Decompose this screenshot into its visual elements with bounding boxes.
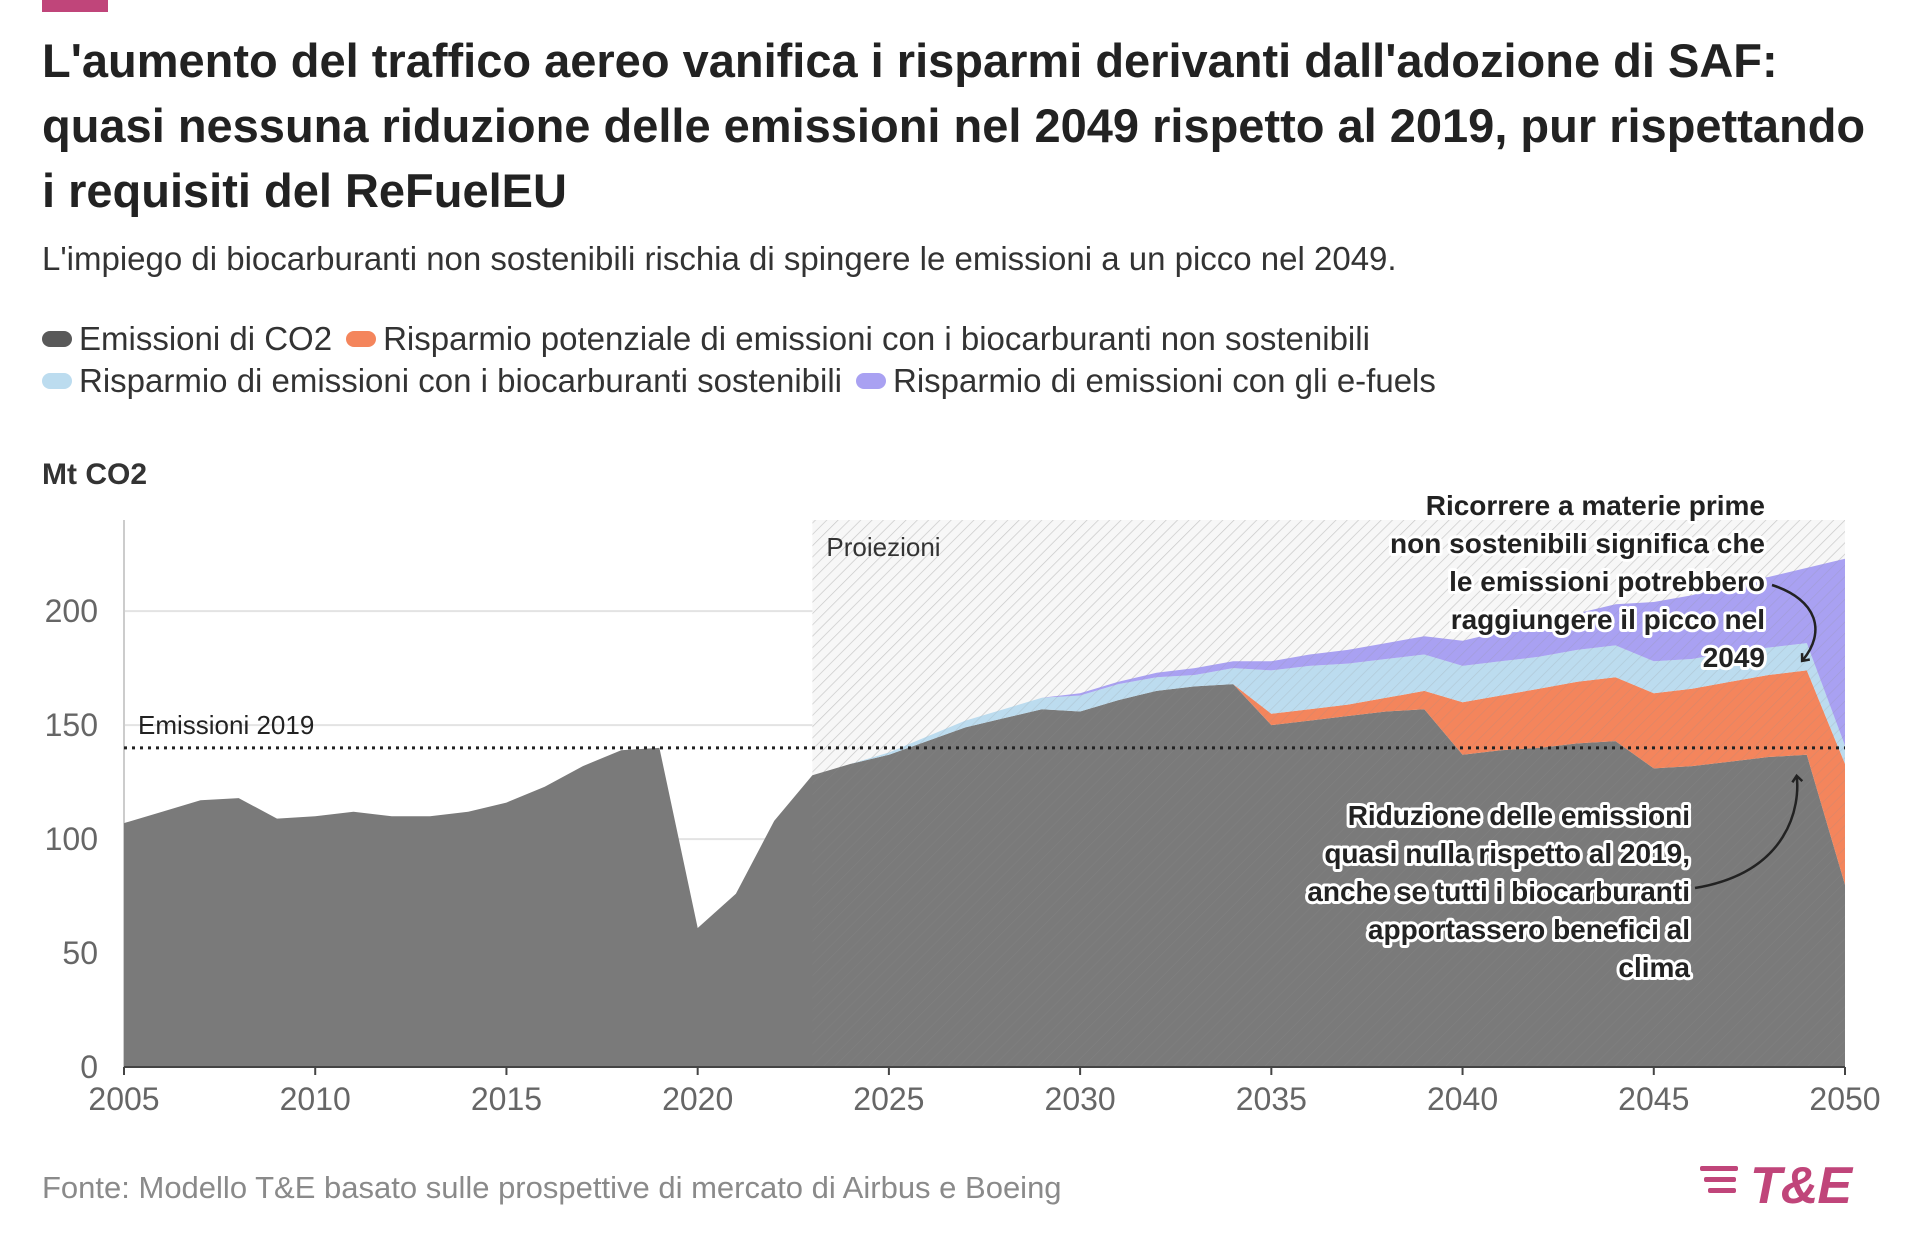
- annotation-reduction-line: Riduzione delle emissioni: [1348, 800, 1690, 831]
- x-tick-label: 2015: [471, 1081, 542, 1117]
- reference-layer: Emissioni 2019: [124, 710, 1845, 750]
- logo-lines-icon: [1700, 1166, 1744, 1206]
- logo-text: T&E: [1750, 1157, 1852, 1215]
- legend: Emissioni di CO2 Risparmio potenziale di…: [42, 318, 1742, 402]
- hatch-layer: [812, 558, 1845, 1067]
- x-tick-label: 2005: [88, 1081, 159, 1117]
- annotation-reduction: Riduzione delle emissioni quasi nulla ris…: [1307, 800, 1690, 983]
- y-tick-label: 100: [45, 821, 98, 857]
- te-logo: T&E: [1700, 1150, 1890, 1220]
- accent-bar: [42, 0, 108, 12]
- legend-label-emissions: Emissioni di CO2: [79, 320, 333, 357]
- legend-row: Risparmio di emissioni con i biocarburan…: [42, 360, 1742, 402]
- legend-swatch-unsustainable-bio: [346, 331, 377, 347]
- y-tick-label: 200: [45, 593, 98, 629]
- annotation-reduction-line: anche se tutti i biocarburanti: [1307, 876, 1690, 907]
- x-tick-label: 2035: [1236, 1081, 1307, 1117]
- x-tick-label: 2010: [280, 1081, 351, 1117]
- annotation-arrow-reduction: [1694, 773, 1804, 890]
- legend-swatch-sustainable-bio: [42, 373, 72, 389]
- reference-line-label: Emissioni 2019: [138, 710, 314, 740]
- y-tick-label: 150: [45, 707, 98, 743]
- x-tick-label: 2025: [853, 1081, 924, 1117]
- annotation-peak-line: raggiungere il picco nel: [1451, 604, 1765, 635]
- x-tick-label: 2045: [1618, 1081, 1689, 1117]
- annotation-peak: Ricorrere a materie prime non sostenibili…: [1390, 490, 1765, 673]
- legend-swatch-efuels: [856, 373, 886, 389]
- annotation-reduction-line: apportassero benefici al: [1368, 914, 1690, 945]
- projection-label: Proiezioni: [826, 532, 940, 562]
- annotation-peak-line: non sostenibili significa che: [1390, 528, 1765, 559]
- legend-label-sustainable-bio: Risparmio di emissioni con i biocarburan…: [79, 362, 842, 399]
- source-note: Fonte: Modello T&E basato sulle prospett…: [42, 1170, 1062, 1205]
- projection-hatch-overlay: [812, 558, 1845, 1067]
- chart-title: L'aumento del traffico aereo vanifica i …: [42, 34, 1866, 217]
- legend-item-efuels: Risparmio di emissioni con gli e-fuels: [856, 362, 1436, 400]
- annotation-peak-line: Ricorrere a materie prime: [1426, 490, 1765, 521]
- legend-row: Emissioni di CO2 Risparmio potenziale di…: [42, 318, 1742, 360]
- x-tick-label: 2050: [1809, 1081, 1880, 1117]
- legend-item-emissions: Emissioni di CO2: [42, 320, 332, 358]
- annotation-layer: Ricorrere a materie prime non sostenibili…: [1304, 487, 1817, 986]
- x-tick-label: 2030: [1045, 1081, 1116, 1117]
- axis-layer: 0 50 100 150 200 2005 2010 2015 2020 2025 2030 2035…: [45, 593, 1881, 1117]
- x-tick-label: 2020: [662, 1081, 733, 1117]
- legend-item-sustainable-bio: Risparmio di emissioni con i biocarburan…: [42, 362, 842, 400]
- legend-swatch-emissions: [42, 331, 72, 347]
- annotation-peak-line: le emissioni potrebbero: [1449, 566, 1765, 597]
- annotation-arrow-peak: [1771, 583, 1817, 663]
- y-tick-label: 0: [80, 1049, 98, 1085]
- y-axis-unit-label: Mt CO2: [42, 458, 147, 491]
- legend-label-efuels: Risparmio di emissioni con gli e-fuels: [893, 362, 1436, 399]
- x-tick-label: 2040: [1427, 1081, 1498, 1117]
- area-chart: Proiezioni 0 50 100 150 200 2005 2010 2015 2020 2…: [44, 487, 1881, 1117]
- y-tick-label: 50: [62, 935, 98, 971]
- legend-label-unsustainable-bio: Risparmio potenziale di emissioni con i …: [383, 320, 1370, 357]
- chart-subtitle: L'impiego di biocarburanti non sostenibi…: [42, 240, 1397, 277]
- annotation-reduction-line: quasi nulla rispetto al 2019,: [1324, 838, 1690, 869]
- annotation-reduction-line: clima: [1618, 952, 1690, 983]
- legend-item-unsustainable-bio: Risparmio potenziale di emissioni con i …: [346, 320, 1370, 358]
- annotation-peak-line: 2049: [1703, 642, 1765, 673]
